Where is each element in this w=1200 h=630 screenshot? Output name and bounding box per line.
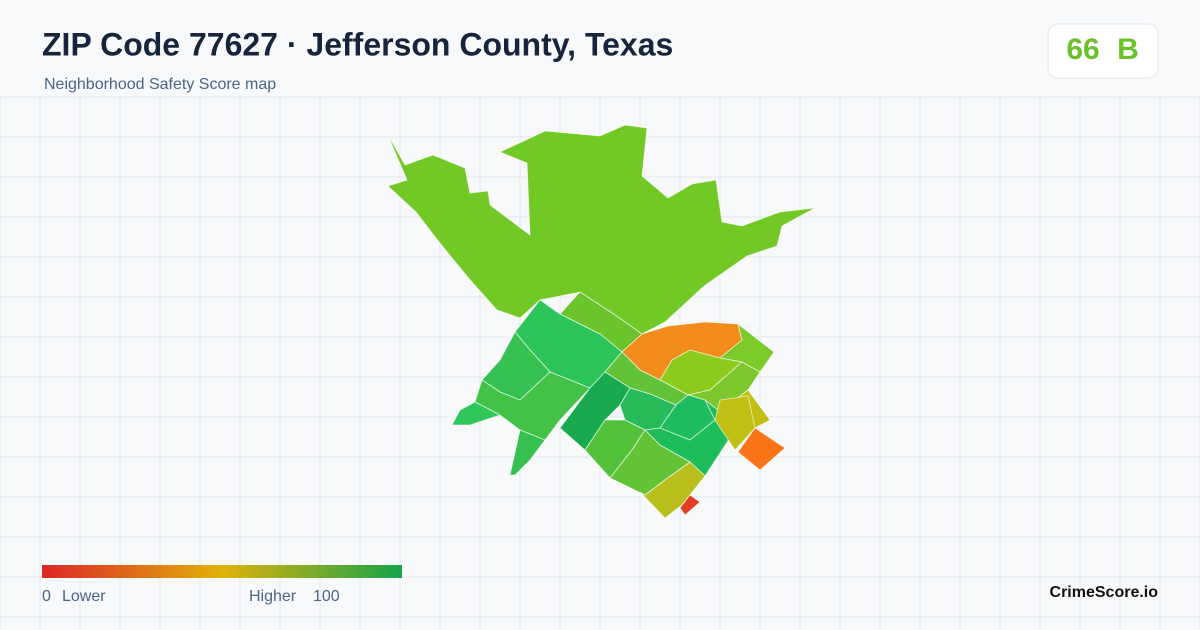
legend-min: 0 xyxy=(42,588,51,605)
subtitle: Neighborhood Safety Score map xyxy=(44,76,276,93)
legend-max-label: Higher xyxy=(249,588,297,605)
area xyxy=(559,371,631,451)
area xyxy=(639,461,706,519)
score-value: 66 xyxy=(1066,33,1099,66)
map xyxy=(386,124,816,519)
area xyxy=(714,395,756,451)
map-grid xyxy=(0,96,1200,630)
area xyxy=(509,429,546,476)
legend-min-label: Lower xyxy=(62,588,106,605)
legend-max: 100 xyxy=(313,588,340,605)
area xyxy=(386,124,816,335)
brand: CrimeScore.io xyxy=(1050,584,1159,601)
area xyxy=(679,494,701,516)
score-badge xyxy=(1047,23,1159,79)
area xyxy=(451,401,502,426)
score-grade: B xyxy=(1117,33,1139,66)
legend-bar xyxy=(42,565,402,578)
title: ZIP Code 77627 · Jefferson County, Texas xyxy=(42,26,673,62)
area xyxy=(737,427,786,471)
